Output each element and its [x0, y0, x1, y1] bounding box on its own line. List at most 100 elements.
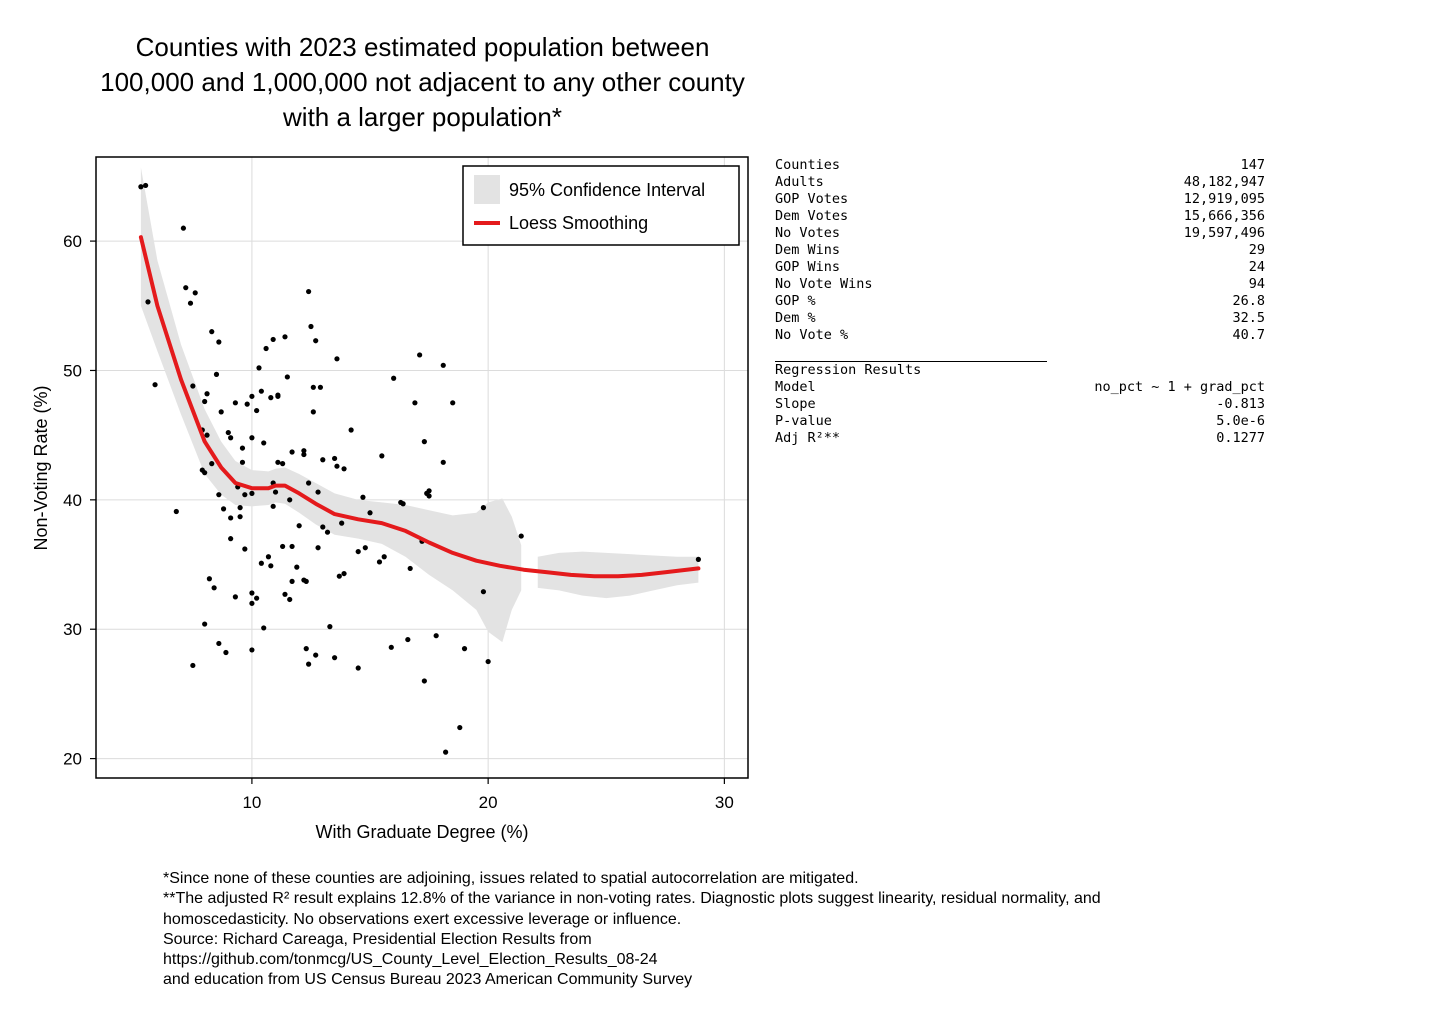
y-tick-label: 30 [63, 620, 82, 639]
data-point [209, 461, 215, 467]
data-point [433, 633, 439, 639]
confidence-band-main [140, 167, 522, 643]
regression-row: P-value 5.0e-6 [775, 413, 1265, 430]
data-point [239, 445, 246, 451]
data-point [249, 435, 255, 441]
regression-value: no_pct ~ 1 + grad_pct [1094, 379, 1265, 395]
data-point [381, 554, 387, 560]
data-point [324, 529, 331, 535]
data-point [218, 409, 224, 415]
data-point [213, 371, 220, 377]
footnote-line: https://github.com/tonmcg/US_County_Leve… [163, 951, 658, 969]
regression-row: Adj R²** 0.1277 [775, 430, 1265, 447]
data-point [280, 461, 286, 467]
regression-row: Slope -0.813 [775, 396, 1265, 413]
data-point [256, 365, 262, 371]
data-point [249, 590, 255, 596]
title-line: Counties with 2023 estimated population … [135, 32, 710, 62]
data-point [443, 749, 449, 755]
data-point [204, 391, 210, 397]
data-point [138, 184, 144, 190]
stat-value: 32.5 [1232, 310, 1265, 326]
stat-label: No Vote Wins [775, 276, 873, 292]
data-point [237, 514, 243, 520]
data-point [301, 451, 307, 458]
data-point [187, 300, 194, 306]
data-point [457, 724, 463, 731]
data-point [334, 356, 340, 362]
data-point [275, 393, 281, 399]
stat-label: No Votes [775, 225, 841, 241]
data-point [209, 329, 215, 335]
title-line: with a larger population* [283, 102, 562, 132]
data-point [282, 591, 288, 597]
regression-label: Slope [775, 396, 816, 412]
data-point [306, 480, 312, 486]
regression-value: -0.813 [1216, 396, 1265, 412]
stat-value: 29 [1248, 242, 1265, 258]
data-point [249, 393, 255, 399]
data-point [348, 427, 354, 433]
stat-label: Dem % [775, 310, 816, 326]
regression-value: 0.1277 [1216, 430, 1265, 446]
stat-row: Counties 147 [775, 157, 1265, 174]
data-point [362, 545, 368, 551]
y-tick-label: 20 [63, 750, 82, 769]
data-point [518, 533, 524, 539]
data-point [440, 459, 446, 465]
data-point [216, 339, 222, 345]
data-point [310, 384, 316, 390]
data-point [440, 362, 446, 368]
stat-label: Dem Wins [775, 242, 841, 258]
data-point [272, 489, 279, 495]
data-point [206, 576, 212, 582]
stat-row: Adults 48,182,947 [775, 174, 1265, 191]
data-point [461, 646, 468, 652]
data-point [376, 559, 383, 565]
legend: 95% Confidence Interval Loess Smoothing [462, 165, 740, 246]
regression-row: Model no_pct ~ 1 + grad_pct [775, 379, 1265, 396]
data-point [480, 589, 487, 595]
data-point [303, 646, 309, 652]
data-point [263, 345, 269, 352]
stat-row: Dem Votes 15,666,356 [775, 208, 1265, 225]
data-point [412, 400, 418, 406]
stat-row: No Vote Wins 94 [775, 276, 1265, 293]
data-point [341, 466, 347, 472]
stat-value: 26.8 [1232, 293, 1265, 309]
data-point [282, 334, 288, 340]
data-point [249, 647, 255, 653]
data-point [261, 625, 267, 631]
data-point [315, 489, 321, 495]
data-point [317, 384, 324, 390]
data-point [294, 564, 300, 570]
stat-row: GOP Votes 12,919,095 [775, 191, 1265, 208]
data-point [331, 655, 338, 661]
data-point [261, 440, 267, 446]
data-point [242, 492, 248, 498]
data-point [232, 594, 238, 600]
data-point [320, 524, 326, 530]
data-point [426, 488, 432, 494]
data-point [306, 661, 312, 667]
data-point [313, 338, 319, 344]
data-point [360, 494, 366, 500]
loess-line [138, 235, 701, 579]
data-point [480, 505, 487, 511]
stat-row: No Vote % 40.7 [775, 327, 1265, 344]
data-point [190, 383, 196, 389]
data-point [192, 290, 198, 296]
data-point [485, 658, 491, 665]
stats-divider [775, 344, 1047, 362]
data-point [216, 640, 222, 647]
data-point [258, 560, 264, 566]
data-point [450, 400, 456, 406]
stat-value: 12,919,095 [1183, 191, 1265, 207]
data-point [327, 624, 333, 630]
regression-value: 5.0e-6 [1216, 413, 1265, 429]
data-point [289, 543, 295, 550]
stat-row: Dem % 32.5 [775, 310, 1265, 327]
data-point [400, 501, 406, 507]
stat-row: GOP Wins 24 [775, 259, 1265, 276]
data-point [334, 463, 340, 469]
